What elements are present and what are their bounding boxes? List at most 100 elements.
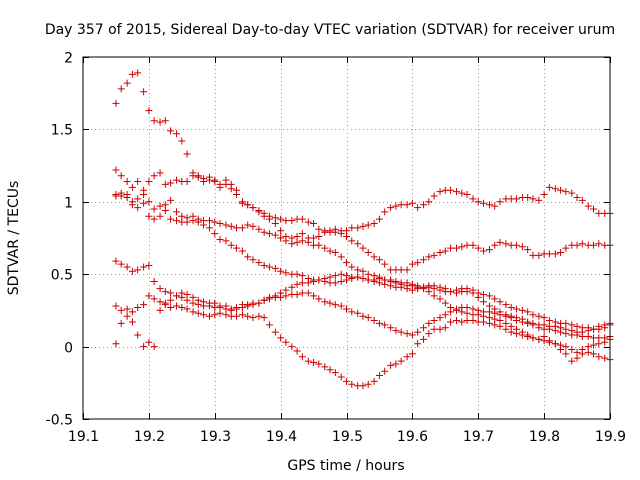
data-point (496, 238, 504, 246)
data-point (441, 247, 449, 255)
data-point (304, 218, 312, 226)
data-point (430, 292, 438, 300)
data-point (447, 186, 455, 194)
data-point (595, 340, 603, 348)
data-point (375, 372, 383, 380)
data-point (232, 244, 240, 252)
data-point (601, 354, 609, 362)
data-point (128, 308, 136, 316)
data-point (249, 222, 257, 230)
data-point (161, 299, 169, 307)
data-point (205, 176, 213, 184)
data-point (288, 343, 296, 351)
data-point (491, 202, 499, 210)
data-point (512, 330, 520, 338)
data-point (156, 169, 164, 177)
data-point (211, 218, 219, 226)
data-point (140, 263, 148, 271)
data-point (315, 295, 323, 303)
data-point (370, 317, 378, 325)
data-point (375, 256, 383, 264)
data-point (331, 369, 339, 377)
data-point (293, 238, 301, 246)
data-point (260, 296, 268, 304)
data-point (282, 237, 290, 245)
data-point (304, 289, 312, 297)
data-point (117, 306, 125, 314)
data-point (331, 248, 339, 256)
data-point (529, 334, 537, 342)
data-point (397, 266, 405, 274)
data-point (310, 359, 318, 367)
data-point (370, 377, 378, 385)
data-point (568, 189, 576, 197)
data-point (469, 305, 477, 313)
data-point (326, 299, 334, 307)
data-point (545, 250, 553, 258)
data-point (156, 118, 164, 126)
data-point (512, 317, 520, 325)
data-point (161, 206, 169, 214)
data-point (408, 199, 416, 207)
data-point (117, 85, 125, 93)
data-point (277, 267, 285, 275)
x-tick-label: 19.5 (332, 429, 363, 445)
chart-title: Day 357 of 2015, Sidereal Day-to-day VTE… (45, 22, 615, 38)
data-point (123, 79, 131, 87)
data-point (578, 196, 586, 204)
data-point (244, 302, 252, 310)
data-point (557, 248, 565, 256)
data-point (150, 343, 158, 351)
data-point (140, 191, 148, 199)
data-point (408, 260, 416, 268)
data-point (595, 322, 603, 330)
data-point (315, 233, 323, 241)
data-point (249, 301, 257, 309)
data-point (529, 319, 537, 327)
data-point (145, 212, 153, 220)
data-point (150, 277, 158, 285)
data-point (156, 202, 164, 210)
data-point (238, 304, 246, 312)
data-point (315, 360, 323, 368)
data-point (140, 343, 148, 351)
data-point (321, 277, 329, 285)
series-f (112, 292, 614, 390)
data-point (282, 338, 290, 346)
data-point (194, 173, 202, 181)
data-point (458, 189, 466, 197)
data-point (150, 205, 158, 213)
data-point (293, 270, 301, 278)
data-point (491, 295, 499, 303)
data-point (535, 251, 543, 259)
data-point (232, 305, 240, 313)
data-point (590, 341, 598, 349)
data-point (453, 244, 461, 252)
data-point (298, 215, 306, 223)
data-point (337, 302, 345, 310)
data-point (183, 218, 191, 226)
data-point (315, 241, 323, 249)
data-point (326, 366, 334, 374)
data-point (173, 292, 181, 300)
data-point (403, 330, 411, 338)
data-point (117, 319, 125, 327)
data-point (298, 237, 306, 245)
data-point (194, 296, 202, 304)
data-point (173, 130, 181, 138)
data-point (463, 191, 471, 199)
data-point (232, 312, 240, 320)
data-point (310, 234, 318, 242)
data-point (502, 325, 510, 333)
data-point (348, 380, 356, 388)
data-point (123, 312, 131, 320)
data-point (238, 247, 246, 255)
y-tick-label: 2 (64, 51, 73, 67)
data-point (414, 340, 422, 348)
data-point (222, 221, 230, 229)
data-point (518, 306, 526, 314)
data-point (359, 312, 367, 320)
data-point (205, 217, 213, 225)
data-point (200, 298, 208, 306)
data-point (343, 276, 350, 284)
